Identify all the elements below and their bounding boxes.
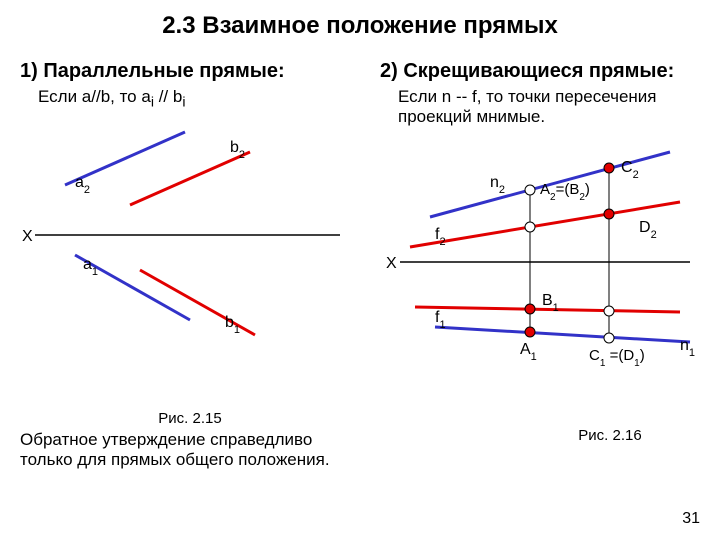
footnote: Обратное утверждение справедливотолько д… <box>20 430 330 470</box>
right-diagram: Xn2A2=(B2)C2f2D2B1f1A1C1 =(D1)n1 <box>380 127 720 377</box>
left-diagram: Xa2b2a1b1 <box>20 110 360 360</box>
svg-text:C1 =(D1): C1 =(D1) <box>589 347 645 369</box>
svg-text:D2: D2 <box>639 219 657 241</box>
svg-text:X: X <box>386 255 397 272</box>
right-column: 2) Скрещивающиеся прямые: Если n -- f, т… <box>380 60 720 444</box>
svg-text:a1: a1 <box>83 256 98 278</box>
svg-text:A2=(B2): A2=(B2) <box>540 181 590 203</box>
page-number: 31 <box>682 510 700 528</box>
svg-text:b1: b1 <box>225 314 240 336</box>
left-caption: Рис. 2.15 <box>20 410 360 427</box>
svg-text:a2: a2 <box>75 174 90 196</box>
right-subtitle: 2) Скрещивающиеся прямые: <box>380 60 720 83</box>
left-desc-mid: // b <box>154 87 182 106</box>
right-caption: Рис. 2.16 <box>380 427 720 444</box>
svg-text:n1: n1 <box>680 337 695 359</box>
svg-text:f2: f2 <box>435 226 446 248</box>
left-subtitle: 1) Параллельные прямые: <box>20 60 360 83</box>
right-desc: Если n -- f, то точки пересечения проекц… <box>380 83 720 127</box>
left-desc: Если a//b, то ai // bi <box>20 83 360 110</box>
page-title: 2.3 Взаимное положение прямых <box>0 0 720 40</box>
svg-text:n2: n2 <box>490 174 505 196</box>
left-desc-pre: Если a//b, то a <box>38 87 151 106</box>
left-desc-sub2: i <box>182 94 185 110</box>
left-column: 1) Параллельные прямые: Если a//b, то a i… <box>20 60 360 427</box>
svg-text:X: X <box>22 228 33 245</box>
svg-text:A1: A1 <box>520 341 537 363</box>
